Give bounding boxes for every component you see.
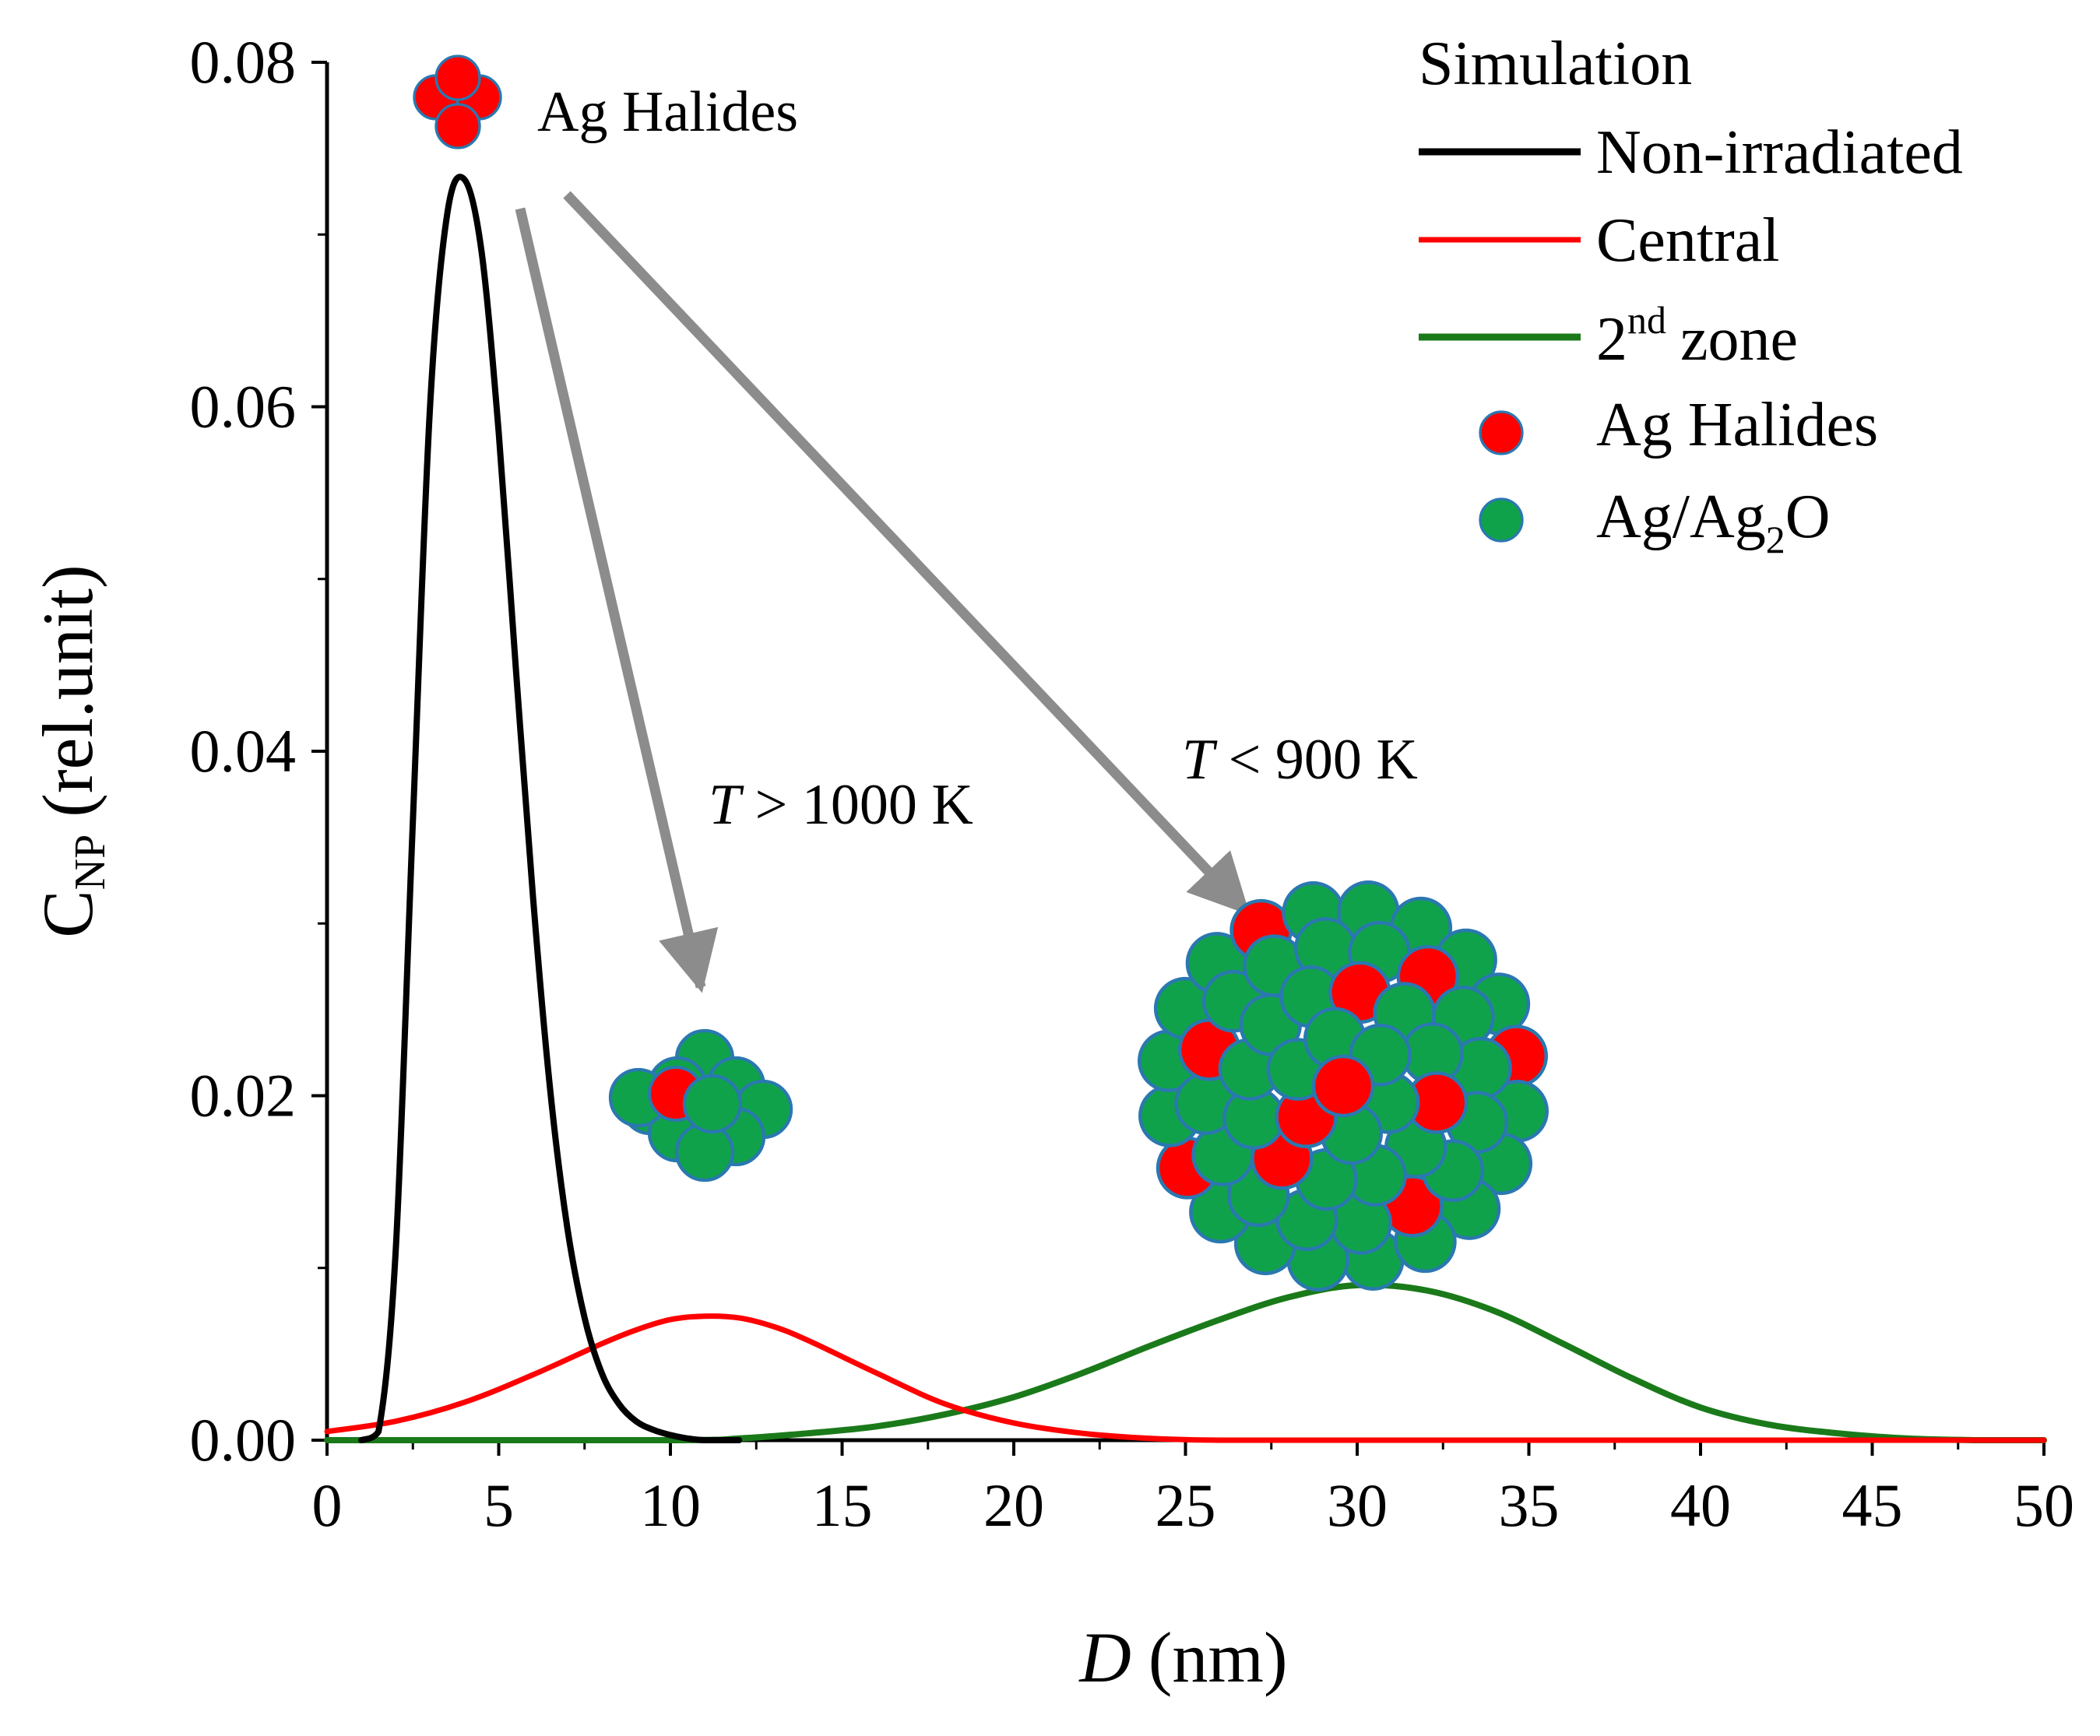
halide-particle xyxy=(434,54,481,101)
legend-ag-ag2o-main: Ag/Ag xyxy=(1596,483,1766,551)
annotation-low-temperature-value: < 900 K xyxy=(1214,728,1418,792)
plot-axes: 0 5 10 15 20 25 30 35 40 45 50 0.000.020.040.060.0… xyxy=(190,28,2075,1539)
y-ticks: 0.00 0.02 0.04 0.06 0.08 xyxy=(190,28,327,1474)
series-lines xyxy=(324,174,2047,1444)
annotation-high-temperature: T > 1000 K xyxy=(709,773,973,837)
annotation-low-temperature: T < 900 K xyxy=(1182,728,1418,792)
halide-particle xyxy=(1311,1054,1375,1118)
legend-second-zone-superscript: nd xyxy=(1627,298,1666,342)
annotation-ag-halides-label: Ag Halides xyxy=(537,80,798,144)
annotation-high-temperature-value: > 1000 K xyxy=(740,773,973,837)
x-axis-unit: (nm) xyxy=(1148,1618,1288,1697)
x-tick-label: 0 xyxy=(312,1471,343,1539)
legend-label-non-irradiated: Non-irradiated xyxy=(1596,118,1963,187)
central-zone-cluster-illustration xyxy=(608,1028,793,1183)
y-tick-label: 0.08 xyxy=(190,28,297,96)
halide-particle xyxy=(434,103,481,149)
legend-label-second-zone: 2nd zone xyxy=(1596,298,1798,374)
series-line-non-irradiated xyxy=(358,174,743,1443)
arrow-to-second-zone-cluster xyxy=(563,191,1251,915)
x-tick-label: 30 xyxy=(1327,1471,1388,1539)
x-tick-label: 50 xyxy=(2014,1471,2074,1539)
y-axis-subscript: NP xyxy=(66,835,114,891)
annotation-arrows xyxy=(515,191,1251,993)
legend-ag-ag2o-rest: O xyxy=(1785,483,1831,551)
x-axis-title: D (nm) xyxy=(1078,1618,1287,1697)
annotation-high-temperature-symbol: T xyxy=(709,773,744,837)
y-tick-label: 0.00 xyxy=(190,1406,297,1474)
x-axis-symbol: D xyxy=(1078,1618,1131,1697)
legend: Simulation Non-irradiated Central 2nd zon… xyxy=(1419,30,1963,561)
x-tick-label: 40 xyxy=(1670,1471,1731,1539)
x-tick-label: 10 xyxy=(640,1471,701,1539)
legend-label-ag-ag2o: Ag/Ag2O xyxy=(1596,483,1831,561)
y-tick-label: 0.02 xyxy=(190,1062,297,1130)
y-tick-label: 0.04 xyxy=(190,717,297,785)
series-line-central xyxy=(324,1313,2047,1443)
y-axis-title: CNP (rel.unit) xyxy=(28,564,114,937)
x-ticks: 0 5 10 15 20 25 30 35 40 45 50 xyxy=(312,1440,2074,1539)
annotation-low-temperature-symbol: T xyxy=(1182,728,1218,792)
second-zone-cluster-illustration xyxy=(1138,880,1549,1291)
legend-second-zone-word: zone xyxy=(1680,305,1798,374)
oxide-marker-ball xyxy=(1479,497,1524,543)
ag-halide-cluster-illustration xyxy=(413,54,502,149)
y-axis-unit: (rel.unit) xyxy=(28,564,107,817)
legend-label-central: Central xyxy=(1596,206,1779,275)
halide-marker-ball xyxy=(1479,410,1524,455)
legend-ag-ag2o-subscript: 2 xyxy=(1766,518,1785,561)
y-axis-main: C xyxy=(28,890,107,937)
legend-second-zone-number: 2 xyxy=(1596,305,1627,374)
oxide-particle xyxy=(682,1074,743,1134)
x-tick-label: 45 xyxy=(1842,1471,1903,1539)
series-line-second-zone xyxy=(324,1281,2047,1444)
legend-marker-ag-ag2o xyxy=(1479,497,1524,543)
x-tick-label: 5 xyxy=(484,1471,514,1539)
x-tick-label: 20 xyxy=(983,1471,1044,1539)
x-tick-label: 25 xyxy=(1156,1471,1216,1539)
y-tick-label: 0.06 xyxy=(190,373,297,441)
x-tick-label: 35 xyxy=(1499,1471,1560,1539)
legend-marker-ag-halides xyxy=(1479,410,1524,455)
legend-label-ag-halides: Ag Halides xyxy=(1596,391,1878,459)
arrow-to-central-cluster xyxy=(515,207,719,993)
legend-title: Simulation xyxy=(1419,30,1692,98)
x-tick-label: 15 xyxy=(812,1471,873,1539)
